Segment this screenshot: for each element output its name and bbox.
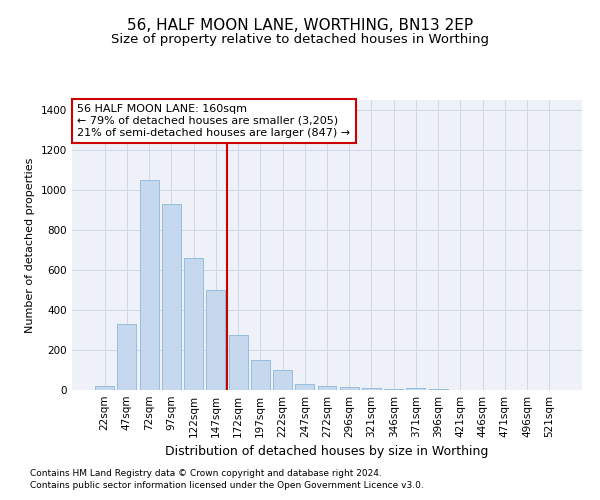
Text: Contains public sector information licensed under the Open Government Licence v3: Contains public sector information licen… bbox=[30, 481, 424, 490]
Text: Size of property relative to detached houses in Worthing: Size of property relative to detached ho… bbox=[111, 32, 489, 46]
Bar bbox=[184, 258, 203, 390]
Bar bbox=[362, 388, 381, 390]
Bar bbox=[95, 386, 114, 390]
Bar bbox=[140, 180, 158, 390]
Bar bbox=[317, 386, 337, 390]
Bar bbox=[229, 335, 248, 390]
Bar bbox=[384, 389, 403, 390]
Bar bbox=[162, 204, 181, 390]
Bar bbox=[295, 384, 314, 390]
Text: 56 HALF MOON LANE: 160sqm
← 79% of detached houses are smaller (3,205)
21% of se: 56 HALF MOON LANE: 160sqm ← 79% of detac… bbox=[77, 104, 350, 138]
Bar bbox=[206, 290, 225, 390]
Bar bbox=[273, 370, 292, 390]
Bar bbox=[340, 386, 359, 390]
Y-axis label: Number of detached properties: Number of detached properties bbox=[25, 158, 35, 332]
Text: 56, HALF MOON LANE, WORTHING, BN13 2EP: 56, HALF MOON LANE, WORTHING, BN13 2EP bbox=[127, 18, 473, 32]
Bar bbox=[406, 388, 425, 390]
X-axis label: Distribution of detached houses by size in Worthing: Distribution of detached houses by size … bbox=[166, 446, 488, 458]
Bar bbox=[429, 389, 448, 390]
Bar bbox=[251, 360, 270, 390]
Bar bbox=[118, 324, 136, 390]
Text: Contains HM Land Registry data © Crown copyright and database right 2024.: Contains HM Land Registry data © Crown c… bbox=[30, 468, 382, 477]
